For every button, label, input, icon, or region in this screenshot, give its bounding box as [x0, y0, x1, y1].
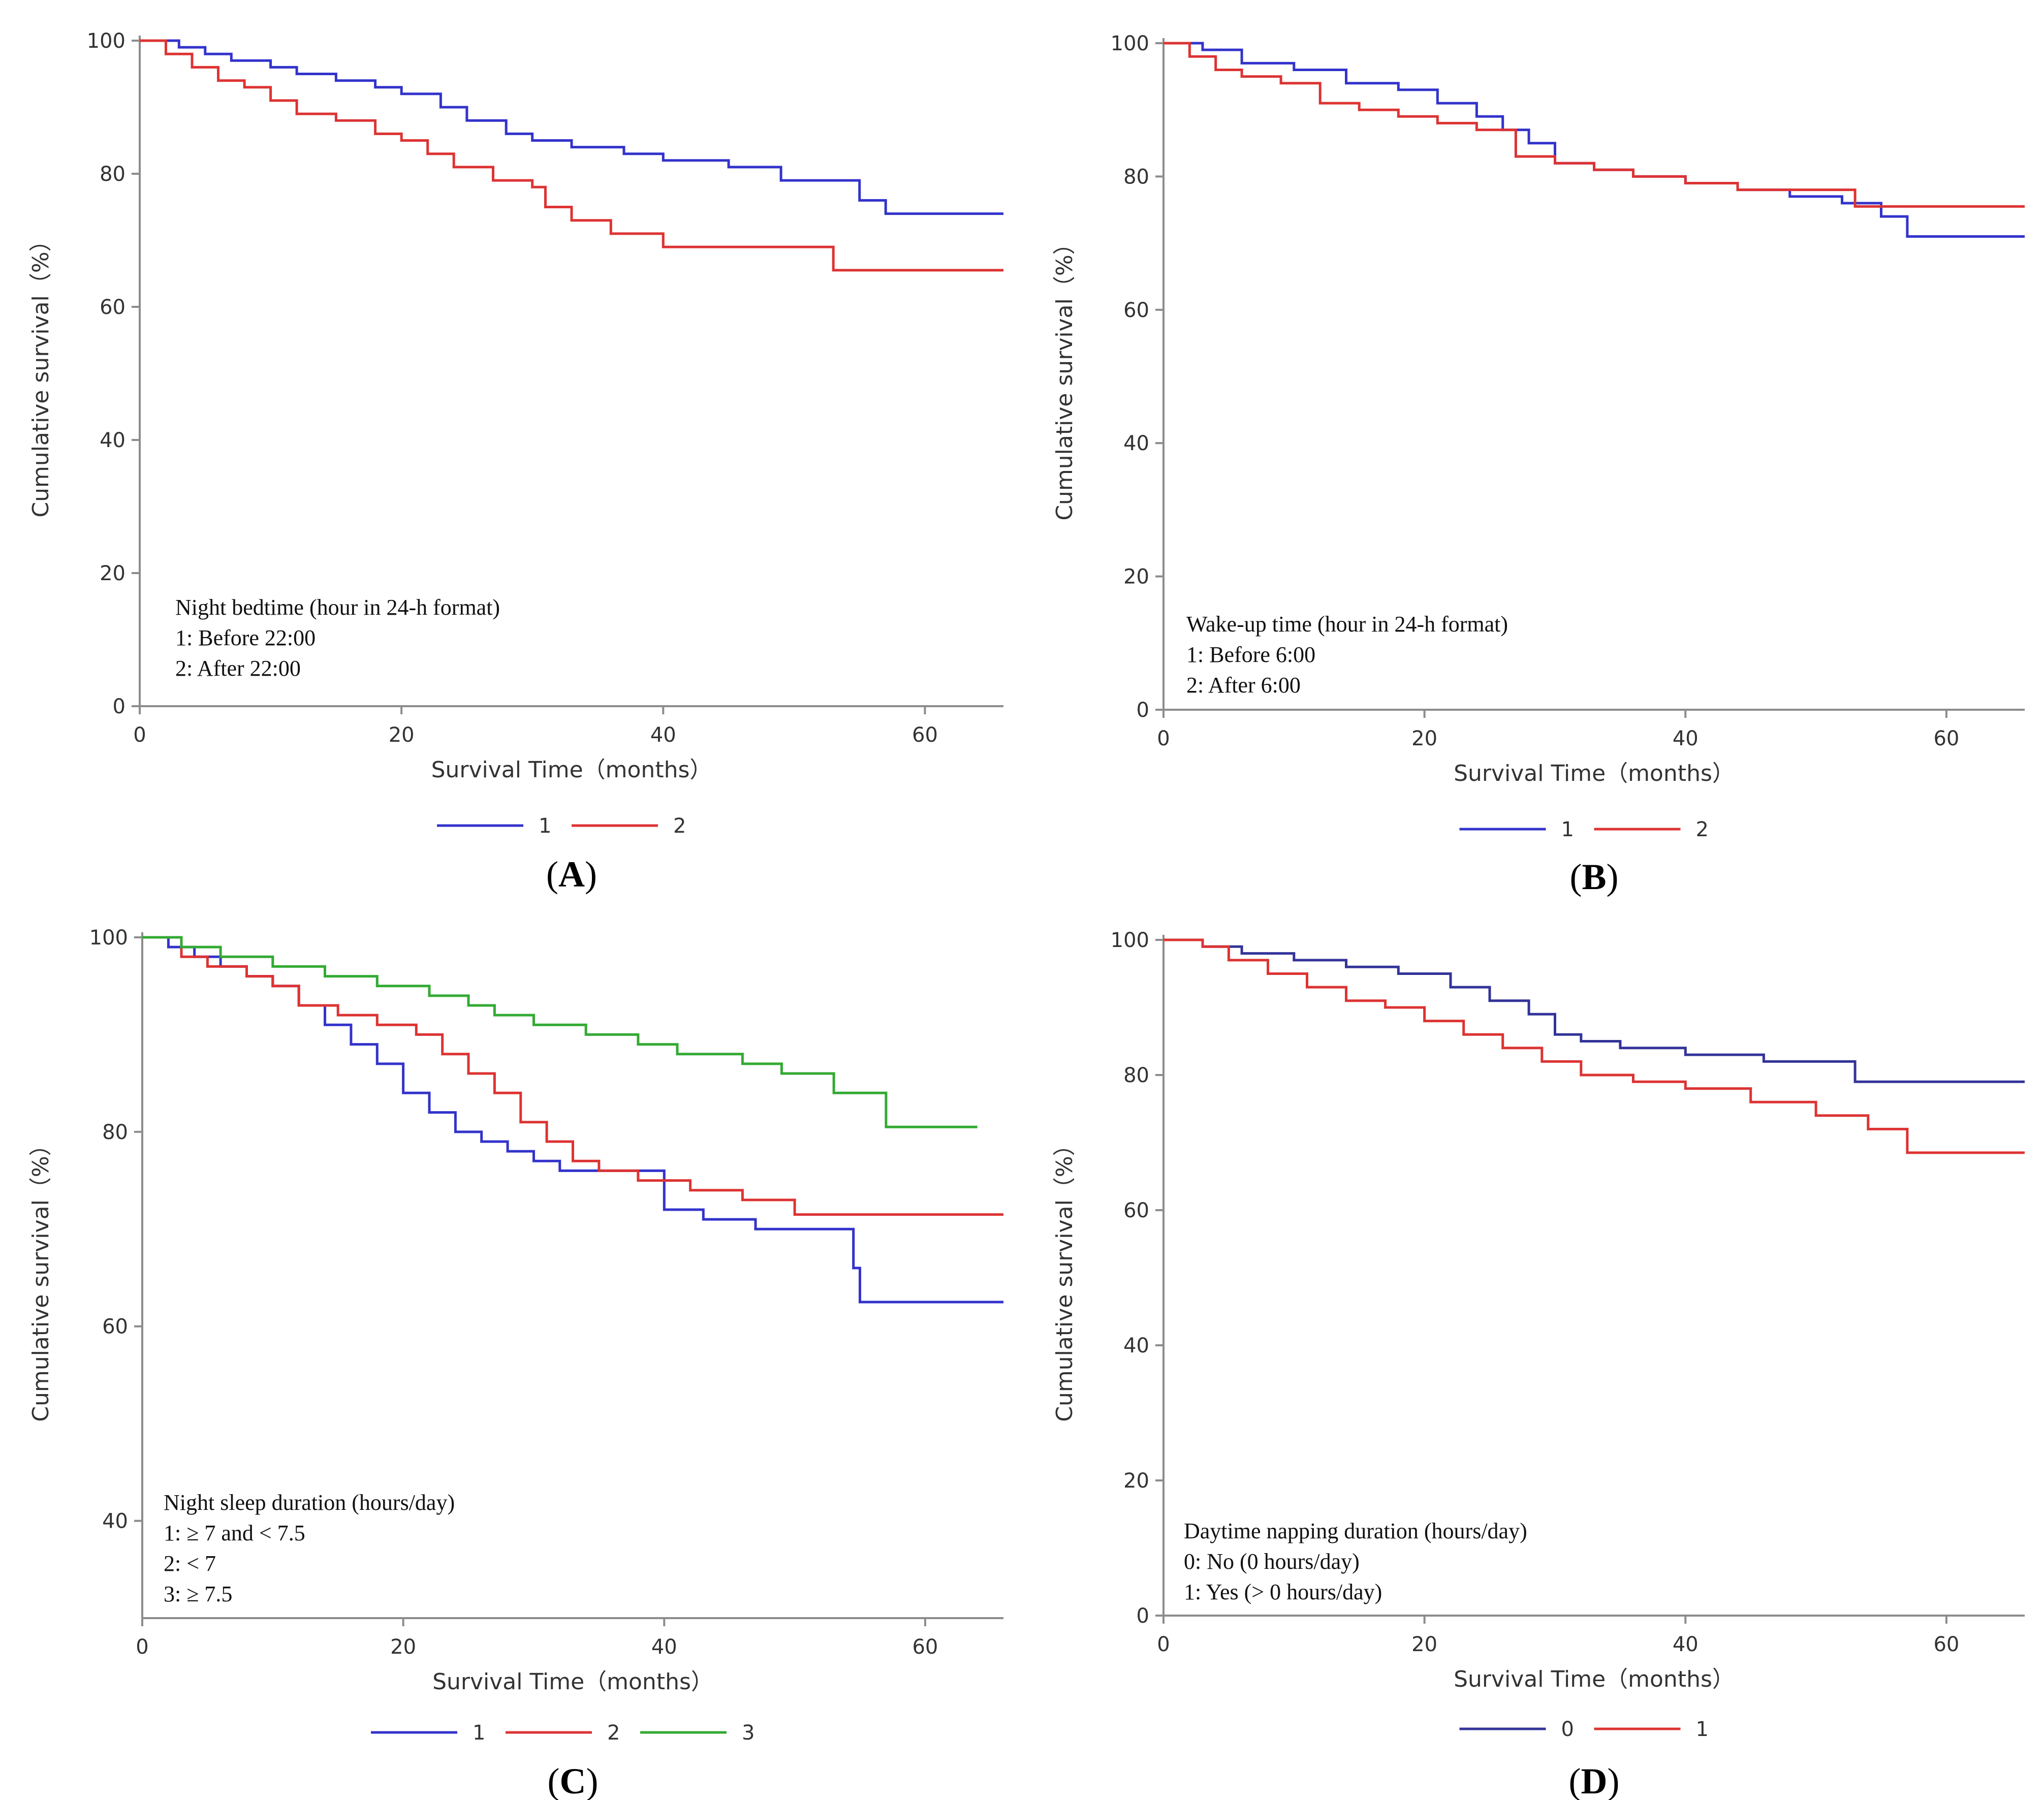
legend-label-1: 1: [539, 814, 551, 838]
panel-caption: (B): [1570, 857, 1619, 897]
y-tick-label: 60: [100, 296, 125, 319]
y-tick-label: 20: [1123, 1469, 1149, 1493]
series-line-1: [1163, 938, 2025, 1154]
series-line-1: [142, 936, 1003, 1304]
x-axis-title: Survival Time（months）: [431, 757, 712, 783]
series-line-3: [142, 936, 978, 1128]
x-axis-title: Survival Time（months）: [432, 1669, 713, 1695]
legend-label-1: 1: [1561, 818, 1574, 841]
x-axis-title: Survival Time（months）: [1454, 761, 1735, 786]
annotation-line: 3: ≥ 7.5: [164, 1582, 232, 1606]
chart-panel-b: 0 20 40 60 80 100 0 20 40 60 Survival Time（months）…: [1052, 32, 2025, 897]
annotation-line: 1: Yes (> 0 hours/day): [1184, 1580, 1382, 1604]
chart-panel-c: 40 60 80 100 0 20 40 60 Survival Time（months） Cum…: [28, 926, 1003, 1800]
x-axis-title: Survival Time（months）: [1454, 1666, 1735, 1692]
annotation-title: Wake-up time (hour in 24-h format): [1186, 612, 1508, 637]
panel-letter: B: [1582, 857, 1606, 897]
x-tick-label: 40: [1673, 727, 1699, 750]
x-tick-label: 0: [1157, 727, 1170, 750]
y-tick-label: 60: [1123, 1199, 1149, 1222]
x-tick-label: 20: [1411, 727, 1437, 750]
y-tick-label: 80: [1123, 165, 1149, 188]
y-tick-label: 100: [87, 29, 125, 53]
chart-panel-d: 0 20 40 60 80 100 0 20 40 60 Survival Time（months）…: [1052, 929, 2025, 1800]
y-tick-label: 80: [1123, 1064, 1149, 1087]
legend-label-0: 0: [1561, 1718, 1574, 1741]
chart-panel-a: 0 20 40 60 80 100 0 20 40 60 Survival Time（months）…: [28, 29, 1003, 895]
series-line-2: [142, 936, 1003, 1216]
annotation-line: 1: ≥ 7 and < 7.5: [164, 1521, 305, 1545]
annotation-title: Night bedtime (hour in 24-h format): [175, 595, 500, 620]
x-tick-label: 20: [1411, 1633, 1437, 1656]
panel-letter: C: [560, 1761, 586, 1800]
y-tick-label: 40: [100, 429, 125, 452]
panel-letter: A: [558, 854, 585, 895]
y-tick-label: 40: [1123, 1334, 1149, 1357]
y-tick-label: 0: [1137, 1604, 1149, 1628]
legend-label-2: 2: [607, 1721, 620, 1745]
x-tick-label: 0: [136, 1635, 148, 1659]
x-tick-label: 0: [1157, 1633, 1170, 1656]
y-tick-label: 0: [1137, 699, 1149, 722]
annotation-line: 2: < 7: [164, 1551, 216, 1576]
x-tick-label: 40: [1673, 1633, 1699, 1656]
x-tick-label: 60: [1933, 727, 1959, 750]
y-tick-label: 0: [113, 695, 125, 718]
annotation-line: 0: No (0 hours/day): [1184, 1549, 1360, 1574]
y-tick-label: 40: [102, 1510, 128, 1533]
x-tick-label: 20: [390, 1635, 416, 1659]
legend-label-1: 1: [1696, 1718, 1709, 1741]
series-line-2: [1163, 42, 2025, 208]
annotation-title: Daytime napping duration (hours/day): [1184, 1519, 1527, 1543]
legend-label-2: 2: [1696, 818, 1709, 841]
x-tick-label: 60: [912, 1635, 938, 1659]
y-axis-title: Cumulative survival（%）: [28, 229, 54, 517]
annotation-title: Night sleep duration (hours/day): [164, 1490, 455, 1515]
x-tick-label: 20: [389, 723, 415, 747]
y-tick-label: 100: [89, 926, 128, 950]
panel-caption: (C): [548, 1761, 599, 1800]
legend-label-3: 3: [742, 1721, 754, 1745]
panel-caption: (A): [546, 854, 597, 895]
y-tick-label: 20: [1123, 565, 1149, 589]
y-tick-label: 100: [1111, 929, 1149, 952]
y-tick-label: 80: [102, 1121, 128, 1144]
y-tick-label: 80: [100, 163, 125, 186]
y-tick-label: 20: [100, 562, 125, 585]
annotation-line: 2: After 6:00: [1186, 673, 1301, 698]
legend-label-2: 2: [673, 814, 686, 838]
annotation-line: 1: Before 6:00: [1186, 642, 1315, 667]
panel-letter: D: [1581, 1761, 1608, 1800]
series-line-0: [1163, 938, 2025, 1083]
x-tick-label: 0: [133, 723, 146, 747]
y-tick-label: 40: [1123, 432, 1149, 455]
x-tick-label: 60: [912, 723, 938, 747]
series-line-2: [140, 39, 1003, 272]
series-line-1: [1163, 42, 2025, 238]
y-tick-label: 60: [1123, 299, 1149, 322]
y-axis-title: Cumulative survival（%）: [28, 1133, 54, 1422]
annotation-line: 1: Before 22:00: [175, 625, 316, 650]
x-tick-label: 40: [651, 1635, 677, 1659]
x-tick-label: 40: [650, 723, 676, 747]
panel-caption: (D): [1569, 1761, 1620, 1800]
series-line-1: [140, 39, 1003, 215]
y-tick-label: 100: [1111, 32, 1149, 55]
annotation-line: 2: After 22:00: [175, 656, 301, 681]
y-axis-title: Cumulative survival（%）: [1052, 232, 1078, 520]
x-tick-label: 60: [1933, 1633, 1959, 1656]
y-axis-title: Cumulative survival（%）: [1052, 1133, 1078, 1422]
y-tick-label: 60: [102, 1315, 128, 1339]
legend-label-1: 1: [473, 1721, 485, 1745]
